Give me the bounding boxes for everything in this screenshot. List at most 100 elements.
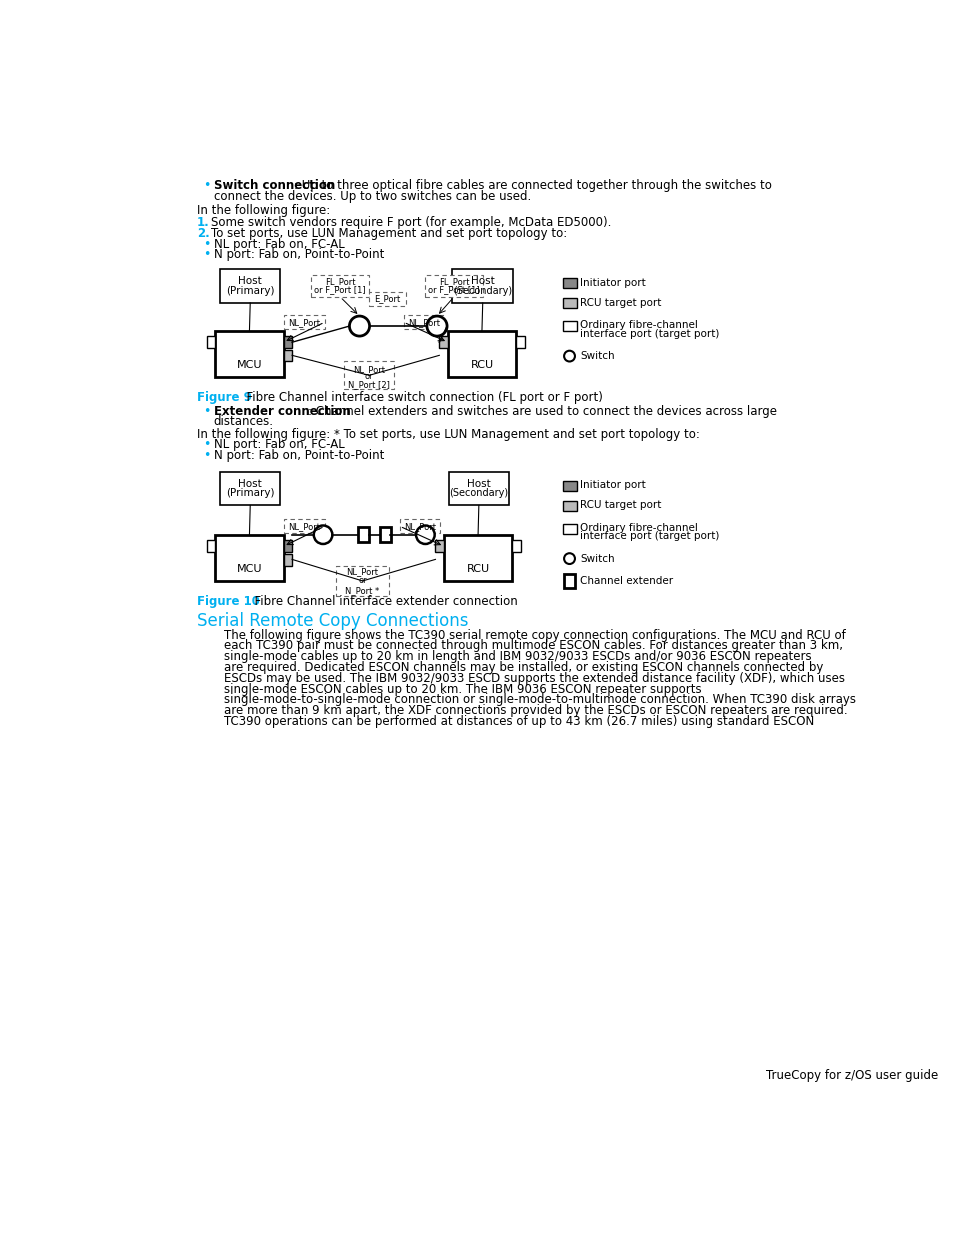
Text: •: •	[203, 448, 210, 462]
Text: RCU: RCU	[466, 563, 489, 573]
Text: TrueCopy for z/OS user guide     49: TrueCopy for z/OS user guide 49	[765, 1070, 953, 1082]
Text: Serial Remote Copy Connections: Serial Remote Copy Connections	[196, 611, 468, 630]
FancyBboxPatch shape	[452, 269, 513, 303]
Text: distances.: distances.	[213, 415, 274, 429]
Text: connect the devices. Up to two switches can be used.: connect the devices. Up to two switches …	[213, 190, 531, 203]
Text: Initiator port: Initiator port	[579, 480, 645, 490]
Text: interface port (target port): interface port (target port)	[579, 329, 719, 338]
FancyBboxPatch shape	[284, 520, 324, 534]
Text: Initiator port: Initiator port	[579, 278, 645, 288]
Text: (Primary): (Primary)	[226, 488, 274, 498]
Circle shape	[427, 316, 447, 336]
Text: single-mode cables up to 20 km in length and IBM 9032/9033 ESCDs and/or 9036 ESC: single-mode cables up to 20 km in length…	[224, 651, 811, 663]
Text: 1.: 1.	[196, 216, 210, 228]
Text: Ordinary fibre-channel: Ordinary fibre-channel	[579, 522, 698, 532]
Bar	[512, 540, 520, 552]
Text: TC390 operations can be performed at distances of up to 43 km (26.7 miles) using: TC390 operations can be performed at dis…	[224, 715, 813, 727]
Text: N port: Fab on, Point-to-Point: N port: Fab on, Point-to-Point	[213, 247, 384, 261]
Text: Host: Host	[466, 479, 490, 489]
Bar	[562, 278, 576, 288]
Text: N port: Fab on, Point-to-Point: N port: Fab on, Point-to-Point	[213, 448, 384, 462]
Text: 2.: 2.	[196, 227, 210, 240]
Text: Host: Host	[471, 277, 494, 287]
Text: Host: Host	[238, 479, 262, 489]
Text: or F_Port [1]: or F_Port [1]	[428, 285, 479, 294]
Text: N_Port [2]: N_Port [2]	[348, 380, 390, 389]
Circle shape	[416, 526, 435, 543]
FancyBboxPatch shape	[215, 331, 283, 377]
Text: or F_Port [1]: or F_Port [1]	[314, 285, 366, 294]
Bar	[439, 336, 447, 347]
Bar	[516, 336, 524, 347]
Text: interface port (target port): interface port (target port)	[579, 531, 719, 541]
Text: Switch: Switch	[579, 553, 615, 563]
Text: Channel extender: Channel extender	[579, 576, 673, 585]
Bar	[283, 555, 292, 566]
Text: Some switch vendors require F port (for example, McData ED5000).: Some switch vendors require F port (for …	[212, 216, 611, 228]
Text: Figure 10: Figure 10	[196, 595, 259, 608]
Circle shape	[349, 316, 369, 336]
Text: ESCDs may be used. The IBM 9032/9033 ESCD supports the extended distance facilit: ESCDs may be used. The IBM 9032/9033 ESC…	[224, 672, 844, 684]
Bar	[357, 527, 369, 542]
Text: : Up to three optical fibre cables are connected together through the switches t: : Up to three optical fibre cables are c…	[294, 179, 772, 191]
Bar	[562, 501, 576, 511]
Text: •: •	[203, 179, 210, 191]
FancyBboxPatch shape	[448, 472, 509, 505]
Text: E_Port: E_Port	[374, 295, 400, 304]
Text: •: •	[203, 247, 210, 261]
FancyBboxPatch shape	[443, 535, 512, 580]
Bar	[283, 350, 292, 362]
Text: (Secondary): (Secondary)	[449, 488, 508, 498]
Text: Ordinary fibre-channel: Ordinary fibre-channel	[579, 320, 698, 330]
FancyBboxPatch shape	[447, 331, 516, 377]
Bar	[379, 527, 390, 542]
Text: RCU target port: RCU target port	[579, 298, 661, 308]
Text: single-mode ESCON cables up to 20 km. The IBM 9036 ESCON repeater supports: single-mode ESCON cables up to 20 km. Th…	[224, 683, 700, 695]
Text: Fibre Channel interface extender connection: Fibre Channel interface extender connect…	[247, 595, 517, 608]
Text: Extender connection: Extender connection	[213, 405, 350, 417]
Text: Host: Host	[238, 277, 262, 287]
FancyBboxPatch shape	[220, 269, 280, 303]
Text: NL_Port: NL_Port	[288, 317, 320, 327]
Text: Switch connection: Switch connection	[213, 179, 335, 191]
Bar	[283, 336, 292, 347]
Text: Switch: Switch	[579, 351, 615, 361]
FancyBboxPatch shape	[399, 520, 439, 534]
FancyBboxPatch shape	[344, 362, 394, 389]
Bar	[562, 524, 576, 534]
Text: are required. Dedicated ESCON channels may be installed, or existing ESCON chann: are required. Dedicated ESCON channels m…	[224, 661, 822, 674]
Text: FL_Port: FL_Port	[325, 277, 355, 287]
Text: are more than 9 km apart, the XDF connections provided by the ESCDs or ESCON rep: are more than 9 km apart, the XDF connec…	[224, 704, 846, 718]
Text: NL_Port: NL_Port	[353, 364, 385, 374]
Bar	[435, 540, 443, 552]
Text: •: •	[203, 438, 210, 452]
FancyBboxPatch shape	[369, 293, 406, 306]
Bar	[563, 574, 575, 588]
Text: or: or	[364, 373, 374, 382]
Text: NL port: Fab on, FC-AL: NL port: Fab on, FC-AL	[213, 237, 344, 251]
Text: Figure 9: Figure 9	[196, 390, 252, 404]
Text: Fibre Channel interface switch connection (FL port or F port): Fibre Channel interface switch connectio…	[239, 390, 602, 404]
Text: NL_Port: NL_Port	[288, 521, 320, 531]
Text: or: or	[358, 577, 367, 585]
FancyBboxPatch shape	[403, 315, 443, 330]
Text: MCU: MCU	[236, 359, 262, 369]
Text: each TC390 pair must be connected through multimode ESCON cables. For distances : each TC390 pair must be connected throug…	[224, 640, 842, 652]
Bar	[207, 336, 215, 347]
Text: MCU: MCU	[236, 563, 262, 573]
Text: NL_Port: NL_Port	[346, 567, 378, 577]
Text: NL_Port: NL_Port	[403, 521, 436, 531]
FancyBboxPatch shape	[215, 535, 283, 580]
Text: N_Port *: N_Port *	[345, 585, 379, 595]
Text: RCU: RCU	[470, 359, 493, 369]
Circle shape	[563, 553, 575, 564]
Text: •: •	[203, 237, 210, 251]
Text: To set ports, use LUN Management and set port topology to:: To set ports, use LUN Management and set…	[212, 227, 567, 240]
Text: In the following figure: * To set ports, use LUN Management and set port topolog: In the following figure: * To set ports,…	[196, 427, 699, 441]
Text: single-mode-to-single-mode connection or single-mode-to-multimode connection. Wh: single-mode-to-single-mode connection or…	[224, 693, 855, 706]
Text: The following figure shows the TC390 serial remote copy connection configuration: The following figure shows the TC390 ser…	[224, 629, 844, 642]
Bar	[562, 321, 576, 331]
FancyBboxPatch shape	[311, 275, 369, 296]
Bar	[283, 540, 292, 552]
Text: (Secondary): (Secondary)	[453, 285, 512, 295]
